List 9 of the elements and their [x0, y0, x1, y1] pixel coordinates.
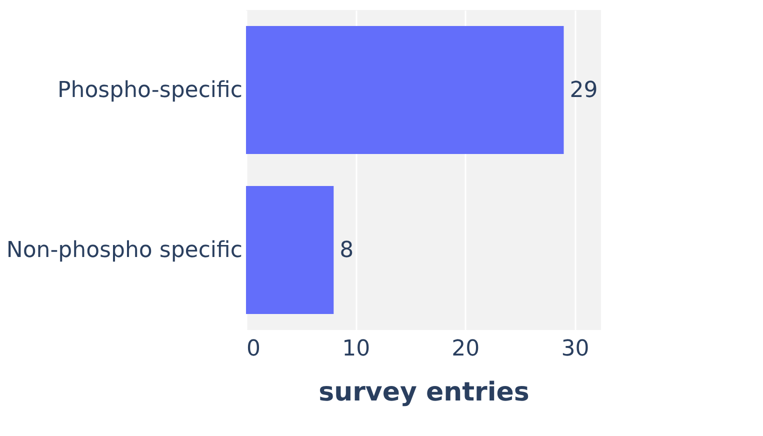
x-tick-label: 0	[246, 336, 260, 362]
x-axis-title: survey entries	[318, 378, 530, 408]
data-label: 8	[340, 238, 354, 263]
y-tick-label: Non-phospho specific	[6, 238, 242, 263]
y-tick-label: Phospho-specific	[58, 78, 242, 103]
x-tick-label: 20	[452, 336, 480, 362]
x-tick-label: 30	[561, 336, 590, 362]
x-tick-label: 10	[342, 336, 370, 362]
data-label: 29	[570, 78, 598, 103]
